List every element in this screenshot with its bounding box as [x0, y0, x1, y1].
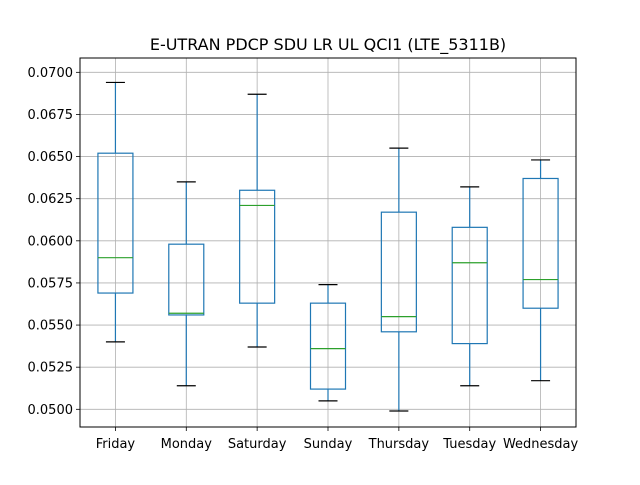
y-tick-label: 0.0550 [28, 319, 74, 334]
x-tick-label: Wednesday [503, 437, 579, 452]
box-friday [97, 81, 134, 343]
x-tick-label: Sunday [304, 437, 353, 452]
x-tick-label: Saturday [228, 437, 287, 452]
y-tick-label: 0.0650 [28, 150, 74, 165]
box-thursday [380, 147, 417, 412]
x-tick-label: Monday [161, 437, 213, 452]
y-tick-label: 0.0675 [28, 108, 74, 123]
iqr-box [451, 226, 488, 345]
box-tuesday [451, 186, 488, 387]
iqr-box [522, 177, 559, 309]
iqr-box [380, 211, 417, 333]
y-tick-label: 0.0500 [28, 403, 74, 418]
x-tick-label: Tuesday [442, 437, 496, 452]
y-axis-ticks: 0.0500 0.0525 0.0550 0.0575 0.0600 0.0625 0.06… [28, 66, 80, 418]
x-tick-label: Friday [96, 437, 136, 452]
x-axis-ticks: Friday Monday Saturday Sunday Thursday Tuesda… [96, 427, 579, 452]
box-wednesday [522, 159, 559, 382]
grid-lines [80, 58, 576, 427]
iqr-box [239, 189, 276, 304]
y-tick-label: 0.0525 [28, 361, 74, 376]
chart-title: E-UTRAN PDCP SDU LR UL QCI1 (LTE_5311B) [150, 35, 506, 55]
box-sunday [309, 284, 347, 402]
box-monday [168, 181, 205, 387]
y-tick-label: 0.0575 [28, 276, 74, 291]
iqr-box [168, 243, 205, 316]
y-tick-label: 0.0700 [28, 66, 74, 81]
iqr-box [97, 152, 134, 294]
box-series [97, 81, 559, 412]
box-saturday [239, 93, 276, 348]
y-tick-label: 0.0625 [28, 192, 74, 207]
x-tick-label: Thursday [368, 437, 430, 452]
y-tick-label: 0.0600 [28, 234, 74, 249]
iqr-box [309, 302, 347, 390]
